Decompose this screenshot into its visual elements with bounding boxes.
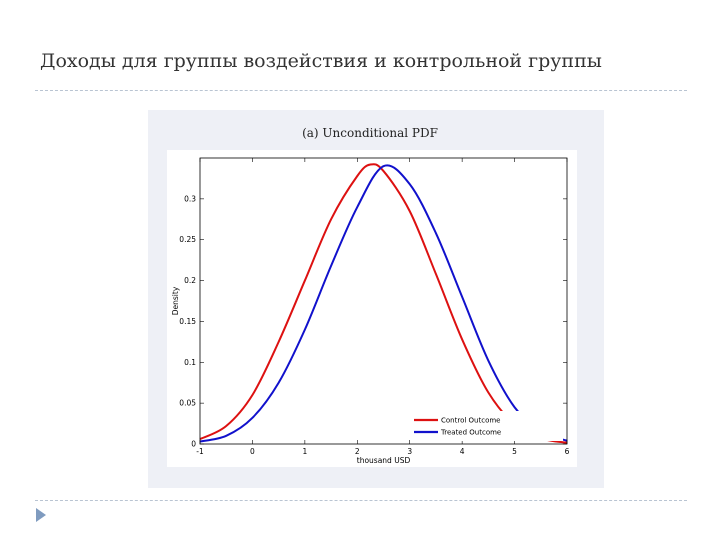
density-chart: (a) Unconditional PDF -1 0 1 2 3 4 5 600.050.10…	[167, 126, 577, 467]
x-tick-label: 2	[355, 447, 360, 456]
y-tick-label: 0.25	[179, 235, 196, 244]
y-tick-label: 0.05	[179, 399, 196, 408]
y-tick-label: 0.3	[184, 194, 196, 203]
y-tick-label: 0.15	[179, 317, 196, 326]
y-tick-label: 0	[191, 440, 196, 449]
control-outcome-legend-label: Control Outcome	[441, 417, 500, 425]
control-outcome-line	[199, 163, 568, 444]
x-tick-label: 4	[460, 447, 465, 456]
title-divider	[35, 90, 687, 91]
x-tick-label: 0	[250, 447, 255, 456]
footer-divider	[35, 500, 687, 501]
y-tick-label: 0.2	[184, 276, 196, 285]
plot-frame	[199, 157, 568, 445]
x-tick-label: 1	[302, 447, 307, 456]
legend-box	[413, 411, 563, 441]
next-arrow-icon[interactable]	[36, 508, 46, 522]
x-tick-label: 6	[565, 447, 570, 456]
treated-outcome-legend-label: Treated Outcome	[440, 429, 501, 437]
x-tick-label: -1	[196, 447, 204, 456]
y-axis-label: Density	[171, 286, 180, 315]
y-tick-label: 0.1	[184, 358, 196, 367]
chart-legend: Control Outcome Treated Outcome	[413, 411, 563, 441]
figure-panel: (a) Unconditional PDF -1 0 1 2 3 4 5 6 0 0.05 0.1 0…	[148, 110, 604, 488]
x-tick-label: 3	[407, 447, 412, 456]
x-axis-label: thousand USD	[357, 456, 411, 465]
slide-title: Доходы для группы воздействия и контроль…	[40, 50, 602, 72]
treated-outcome-line	[199, 164, 568, 443]
chart-title: (a) Unconditional PDF	[302, 126, 438, 140]
x-tick-label: 5	[512, 447, 517, 456]
